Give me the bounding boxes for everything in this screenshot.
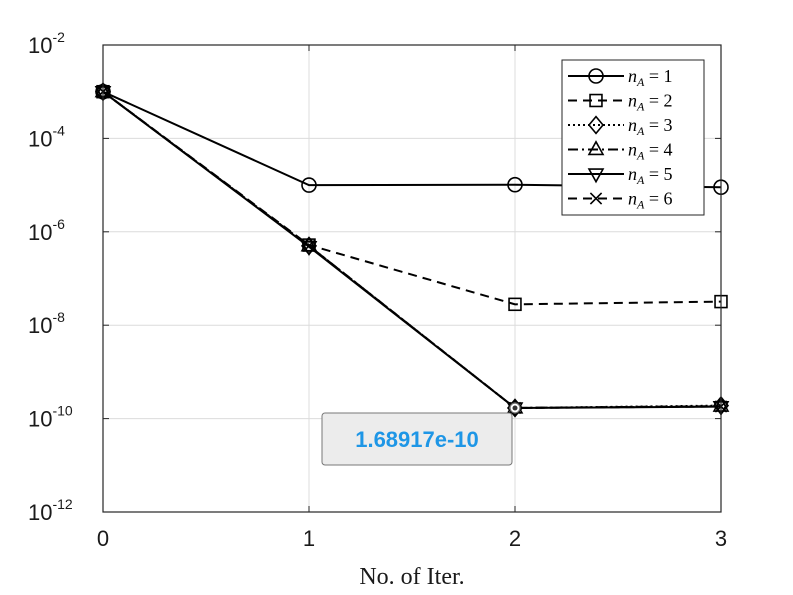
- series-layer: [94, 82, 730, 418]
- y-tick-label: 10-4: [28, 122, 65, 151]
- legend-label: nA = 1: [628, 66, 673, 89]
- legend-box: [561, 59, 705, 216]
- square-marker: [589, 93, 603, 108]
- y-tick-label: 10-12: [28, 496, 73, 525]
- legend-label: nA = 4: [628, 140, 673, 163]
- square-marker: [508, 297, 522, 312]
- circle-marker: [588, 68, 604, 84]
- y-tick-label: 10-8: [28, 309, 65, 338]
- y-tick-label: 10-6: [28, 216, 65, 245]
- legend-item[interactable]: nA = 1: [568, 66, 673, 89]
- datatip-box: [321, 412, 513, 466]
- y-tick-label: 10-2: [28, 29, 65, 58]
- x-tick-label: 3: [715, 526, 727, 551]
- diamond-marker: [587, 115, 605, 135]
- x-axis-title: No. of Iter.: [359, 564, 464, 590]
- x-tick-label: 1: [303, 526, 315, 551]
- legend-label: nA = 5: [628, 164, 673, 187]
- legend-label: nA = 6: [628, 189, 673, 212]
- y-axis-ticks: 10-2 10-4 10-6 10-8 10-10 10-12: [28, 29, 721, 525]
- x-axis-ticks: 0 1 2 3: [97, 45, 727, 551]
- x-marker: [589, 192, 603, 205]
- plot-frame: [102, 44, 722, 513]
- legend-label: nA = 3: [628, 115, 673, 138]
- x-tick-label: 2: [509, 526, 521, 551]
- x-marker: [302, 239, 316, 253]
- datatip-label: 1.68917e-10: [355, 427, 479, 452]
- y-tick-label: 10-10: [28, 403, 73, 432]
- legend-item[interactable]: nA = 2: [568, 91, 673, 114]
- triangle-up-marker: [587, 140, 605, 156]
- triangle-down-marker: [587, 168, 605, 184]
- legend[interactable]: nA = 1nA = 2nA = 3nA = 4nA = 5nA = 6: [561, 59, 705, 216]
- circle-marker: [301, 177, 317, 193]
- legend-item[interactable]: nA = 6: [568, 189, 673, 212]
- datatip-point-dot: [512, 405, 518, 411]
- legend-item[interactable]: nA = 3: [568, 115, 673, 138]
- legend-item[interactable]: nA = 5: [568, 164, 673, 187]
- legend-label: nA = 2: [628, 91, 673, 114]
- x-tick-label: 0: [97, 526, 109, 551]
- legend-item[interactable]: nA = 4: [568, 140, 673, 163]
- series-line: [102, 90, 722, 409]
- circle-marker: [507, 176, 523, 193]
- data-tip[interactable]: 1.68917e-10: [321, 402, 521, 466]
